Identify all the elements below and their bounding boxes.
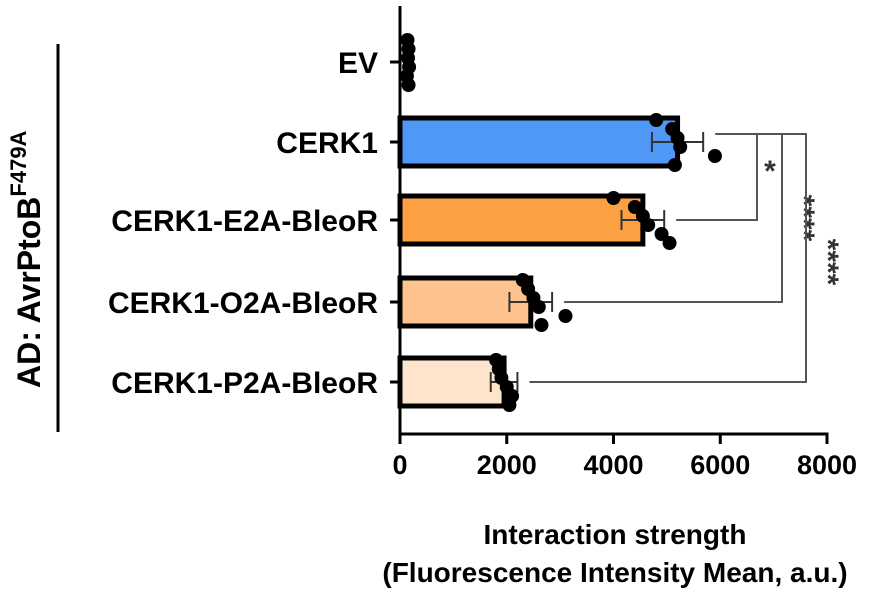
significance-bracket-0 — [676, 133, 758, 221]
category-label-1: CERK1 — [276, 127, 378, 160]
data-point-3-4 — [558, 309, 573, 323]
category-label-3: CERK1-O2A-BleoR — [108, 287, 378, 320]
data-point-2-1 — [627, 200, 642, 214]
x-axis-title-line2: (Fluorescence Intensity Mean, a.u.) — [382, 557, 847, 588]
x-tick-label-0: 0 — [392, 450, 407, 480]
data-point-2-0 — [606, 191, 621, 205]
bar-4 — [397, 355, 507, 409]
category-label-0: EV — [338, 47, 378, 80]
group-label-main: AD: AvrPtoB — [11, 197, 47, 388]
plot-area: 0 2000 4000 6000 8000 EV CERK1 CERK1-E2A-BleoR C… — [108, 6, 857, 480]
bar-2 — [397, 193, 646, 247]
data-point-1-3 — [673, 140, 688, 154]
significance-bracket-2 — [529, 133, 807, 383]
bar-1 — [397, 115, 681, 169]
significance-label-1: **** — [787, 195, 820, 242]
group-label: AD: AvrPtoBF479A — [6, 130, 47, 388]
svg-text:AD: AvrPtoBF479A: AD: AvrPtoBF479A — [6, 130, 47, 388]
x-tick-label-6000: 6000 — [690, 450, 750, 480]
group-label-sup: F479A — [6, 130, 31, 196]
data-point-1-4 — [707, 149, 722, 163]
significance-label-0: * — [764, 155, 776, 188]
x-tick-label-8000: 8000 — [797, 450, 857, 480]
x-tick-label-4000: 4000 — [583, 450, 643, 480]
x-tick-label-2000: 2000 — [477, 450, 537, 480]
x-axis-title-line1: Interaction strength — [484, 519, 747, 550]
data-point-2-4 — [654, 227, 669, 241]
data-point-4-5 — [502, 398, 517, 412]
category-label-2: CERK1-E2A-BleoR — [111, 205, 378, 238]
data-point-0-5 — [401, 78, 416, 92]
data-point-3-5 — [534, 318, 549, 332]
data-point-1-5 — [667, 158, 682, 172]
category-label-4: CERK1-P2A-BleoR — [111, 367, 378, 400]
data-point-3-3 — [531, 300, 546, 314]
data-point-1-0 — [649, 113, 664, 127]
significance-label-2: **** — [811, 239, 844, 286]
data-point-2-3 — [641, 218, 656, 232]
data-point-2-5 — [662, 236, 677, 250]
